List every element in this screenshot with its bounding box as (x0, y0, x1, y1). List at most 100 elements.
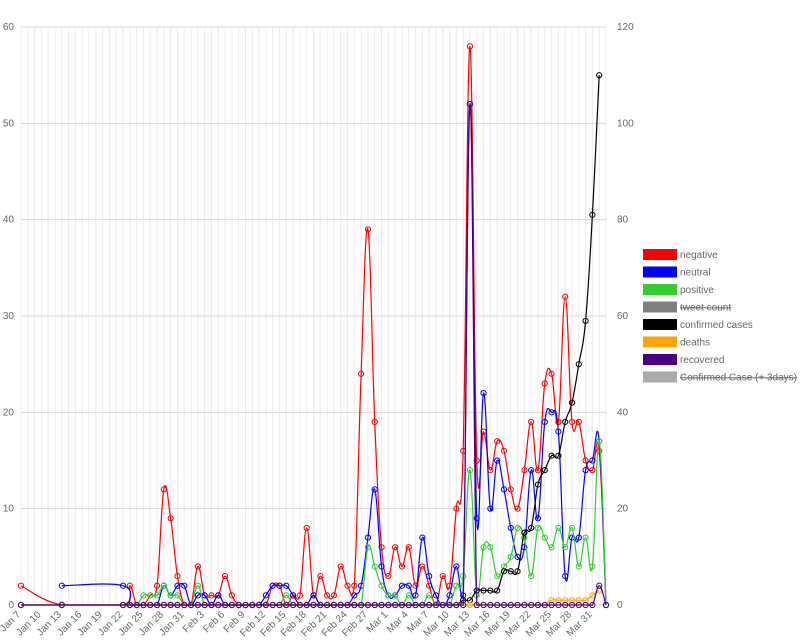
data-point-neutral[interactable] (541, 418, 548, 426)
data-point-recovered[interactable] (582, 601, 589, 609)
data-point-recovered[interactable] (602, 601, 610, 609)
data-point-negative[interactable] (466, 43, 474, 50)
data-point-neutral[interactable] (562, 573, 569, 580)
data-point-confirmed-cases[interactable] (494, 587, 501, 594)
data-point-recovered[interactable] (303, 601, 310, 609)
data-point-negative[interactable] (17, 582, 25, 589)
data-point-recovered[interactable] (473, 601, 480, 609)
data-point-neutral[interactable] (575, 534, 582, 541)
data-point-recovered[interactable] (269, 601, 276, 609)
data-point-negative[interactable] (541, 380, 548, 387)
data-point-negative[interactable] (412, 582, 419, 589)
data-point-negative[interactable] (194, 563, 201, 570)
data-point-confirmed-cases[interactable] (582, 317, 589, 324)
data-point-positive[interactable] (555, 524, 562, 532)
data-point-negative[interactable] (317, 573, 324, 580)
data-point-positive[interactable] (385, 592, 392, 599)
data-point-neutral[interactable] (269, 582, 276, 589)
legend-item-negative[interactable]: negative (643, 249, 718, 261)
data-point-neutral[interactable] (432, 592, 440, 599)
data-point-recovered[interactable] (446, 601, 453, 609)
data-point-positive[interactable] (507, 553, 514, 560)
legend-item-neutral[interactable]: neutral (643, 266, 711, 279)
data-point-recovered[interactable] (235, 601, 242, 609)
data-point-recovered[interactable] (119, 601, 127, 609)
data-point-neutral[interactable] (507, 524, 514, 532)
data-point-negative[interactable] (378, 544, 385, 551)
data-point-negative[interactable] (439, 573, 446, 580)
data-point-positive[interactable] (378, 582, 385, 589)
data-point-positive[interactable] (167, 592, 174, 599)
data-point-recovered[interactable] (147, 601, 154, 609)
data-point-recovered[interactable] (548, 601, 555, 609)
data-point-recovered[interactable] (310, 601, 317, 609)
data-point-recovered[interactable] (181, 601, 188, 609)
data-point-recovered[interactable] (208, 601, 215, 609)
data-point-positive[interactable] (283, 592, 290, 599)
data-point-recovered[interactable] (330, 601, 338, 609)
data-point-recovered[interactable] (521, 601, 528, 609)
data-point-neutral[interactable] (283, 582, 290, 589)
data-point-negative[interactable] (330, 592, 338, 599)
data-point-recovered[interactable] (255, 601, 263, 609)
data-point-recovered[interactable] (500, 601, 508, 609)
data-point-negative[interactable] (405, 544, 412, 551)
data-point-neutral[interactable] (181, 582, 188, 589)
data-point-recovered[interactable] (317, 601, 324, 609)
data-point-neutral[interactable] (58, 582, 65, 589)
data-point-negative[interactable] (568, 418, 576, 426)
data-point-recovered[interactable] (276, 601, 283, 609)
data-point-recovered[interactable] (337, 601, 344, 609)
legend-item-positive[interactable]: positive (643, 284, 714, 296)
data-point-neutral[interactable] (582, 467, 589, 474)
data-point-confirmed-cases[interactable] (562, 418, 569, 426)
data-point-recovered[interactable] (324, 601, 331, 609)
data-point-negative[interactable] (500, 447, 508, 454)
data-point-neutral[interactable] (589, 457, 596, 464)
data-point-confirmed-cases[interactable] (568, 399, 576, 406)
data-point-neutral[interactable] (194, 592, 201, 599)
data-point-recovered[interactable] (385, 601, 392, 609)
data-point-negative[interactable] (337, 563, 344, 570)
data-point-neutral[interactable] (446, 592, 453, 599)
data-point-recovered[interactable] (378, 601, 385, 609)
data-point-positive[interactable] (153, 592, 161, 599)
data-point-negative[interactable] (555, 418, 562, 426)
data-point-neutral[interactable] (351, 592, 358, 599)
legend-item-confirmed-case-3days-[interactable]: Confirmed Case (+ 3days) (643, 371, 797, 384)
data-point-neutral[interactable] (453, 563, 460, 570)
data-point-recovered[interactable] (507, 601, 514, 609)
data-point-negative[interactable] (303, 524, 310, 532)
data-point-recovered[interactable] (371, 601, 378, 609)
data-point-positive[interactable] (575, 563, 582, 570)
data-point-positive[interactable] (494, 573, 501, 580)
data-point-positive[interactable] (140, 592, 147, 599)
data-point-positive[interactable] (528, 573, 535, 580)
data-point-recovered[interactable] (215, 601, 222, 609)
data-point-recovered[interactable] (398, 601, 406, 609)
data-point-positive[interactable] (392, 592, 399, 599)
data-point-recovered[interactable] (432, 601, 440, 609)
data-point-positive[interactable] (426, 592, 433, 599)
data-point-recovered[interactable] (596, 582, 603, 589)
data-point-negative[interactable] (126, 582, 133, 589)
data-point-positive[interactable] (405, 592, 412, 599)
data-point-negative[interactable] (324, 592, 331, 599)
data-point-neutral[interactable] (412, 592, 419, 599)
data-point-negative[interactable] (208, 592, 215, 599)
data-point-recovered[interactable] (562, 601, 569, 609)
data-point-negative[interactable] (575, 418, 582, 426)
data-point-recovered[interactable] (351, 601, 358, 609)
data-point-confirmed-cases[interactable] (548, 452, 555, 459)
data-point-neutral[interactable] (289, 592, 297, 599)
data-point-recovered[interactable] (426, 601, 433, 609)
data-point-negative[interactable] (364, 226, 372, 233)
data-point-negative[interactable] (160, 486, 167, 493)
data-point-recovered[interactable] (126, 601, 133, 609)
data-point-positive[interactable] (541, 534, 548, 541)
data-point-recovered[interactable] (249, 601, 256, 609)
data-point-negative[interactable] (528, 418, 535, 426)
data-point-negative[interactable] (392, 544, 399, 551)
data-point-negative[interactable] (589, 467, 596, 474)
data-point-recovered[interactable] (289, 601, 297, 609)
